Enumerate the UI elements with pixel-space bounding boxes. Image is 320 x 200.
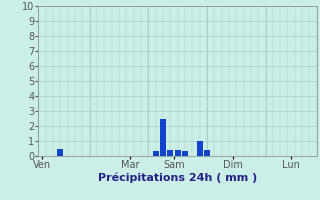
Bar: [204, 150, 210, 156]
Bar: [167, 150, 173, 156]
Bar: [160, 118, 166, 156]
Bar: [197, 141, 203, 156]
Bar: [175, 150, 180, 156]
Bar: [182, 151, 188, 156]
X-axis label: Précipitations 24h ( mm ): Précipitations 24h ( mm ): [98, 173, 257, 183]
Bar: [58, 149, 63, 156]
Bar: [153, 151, 158, 156]
